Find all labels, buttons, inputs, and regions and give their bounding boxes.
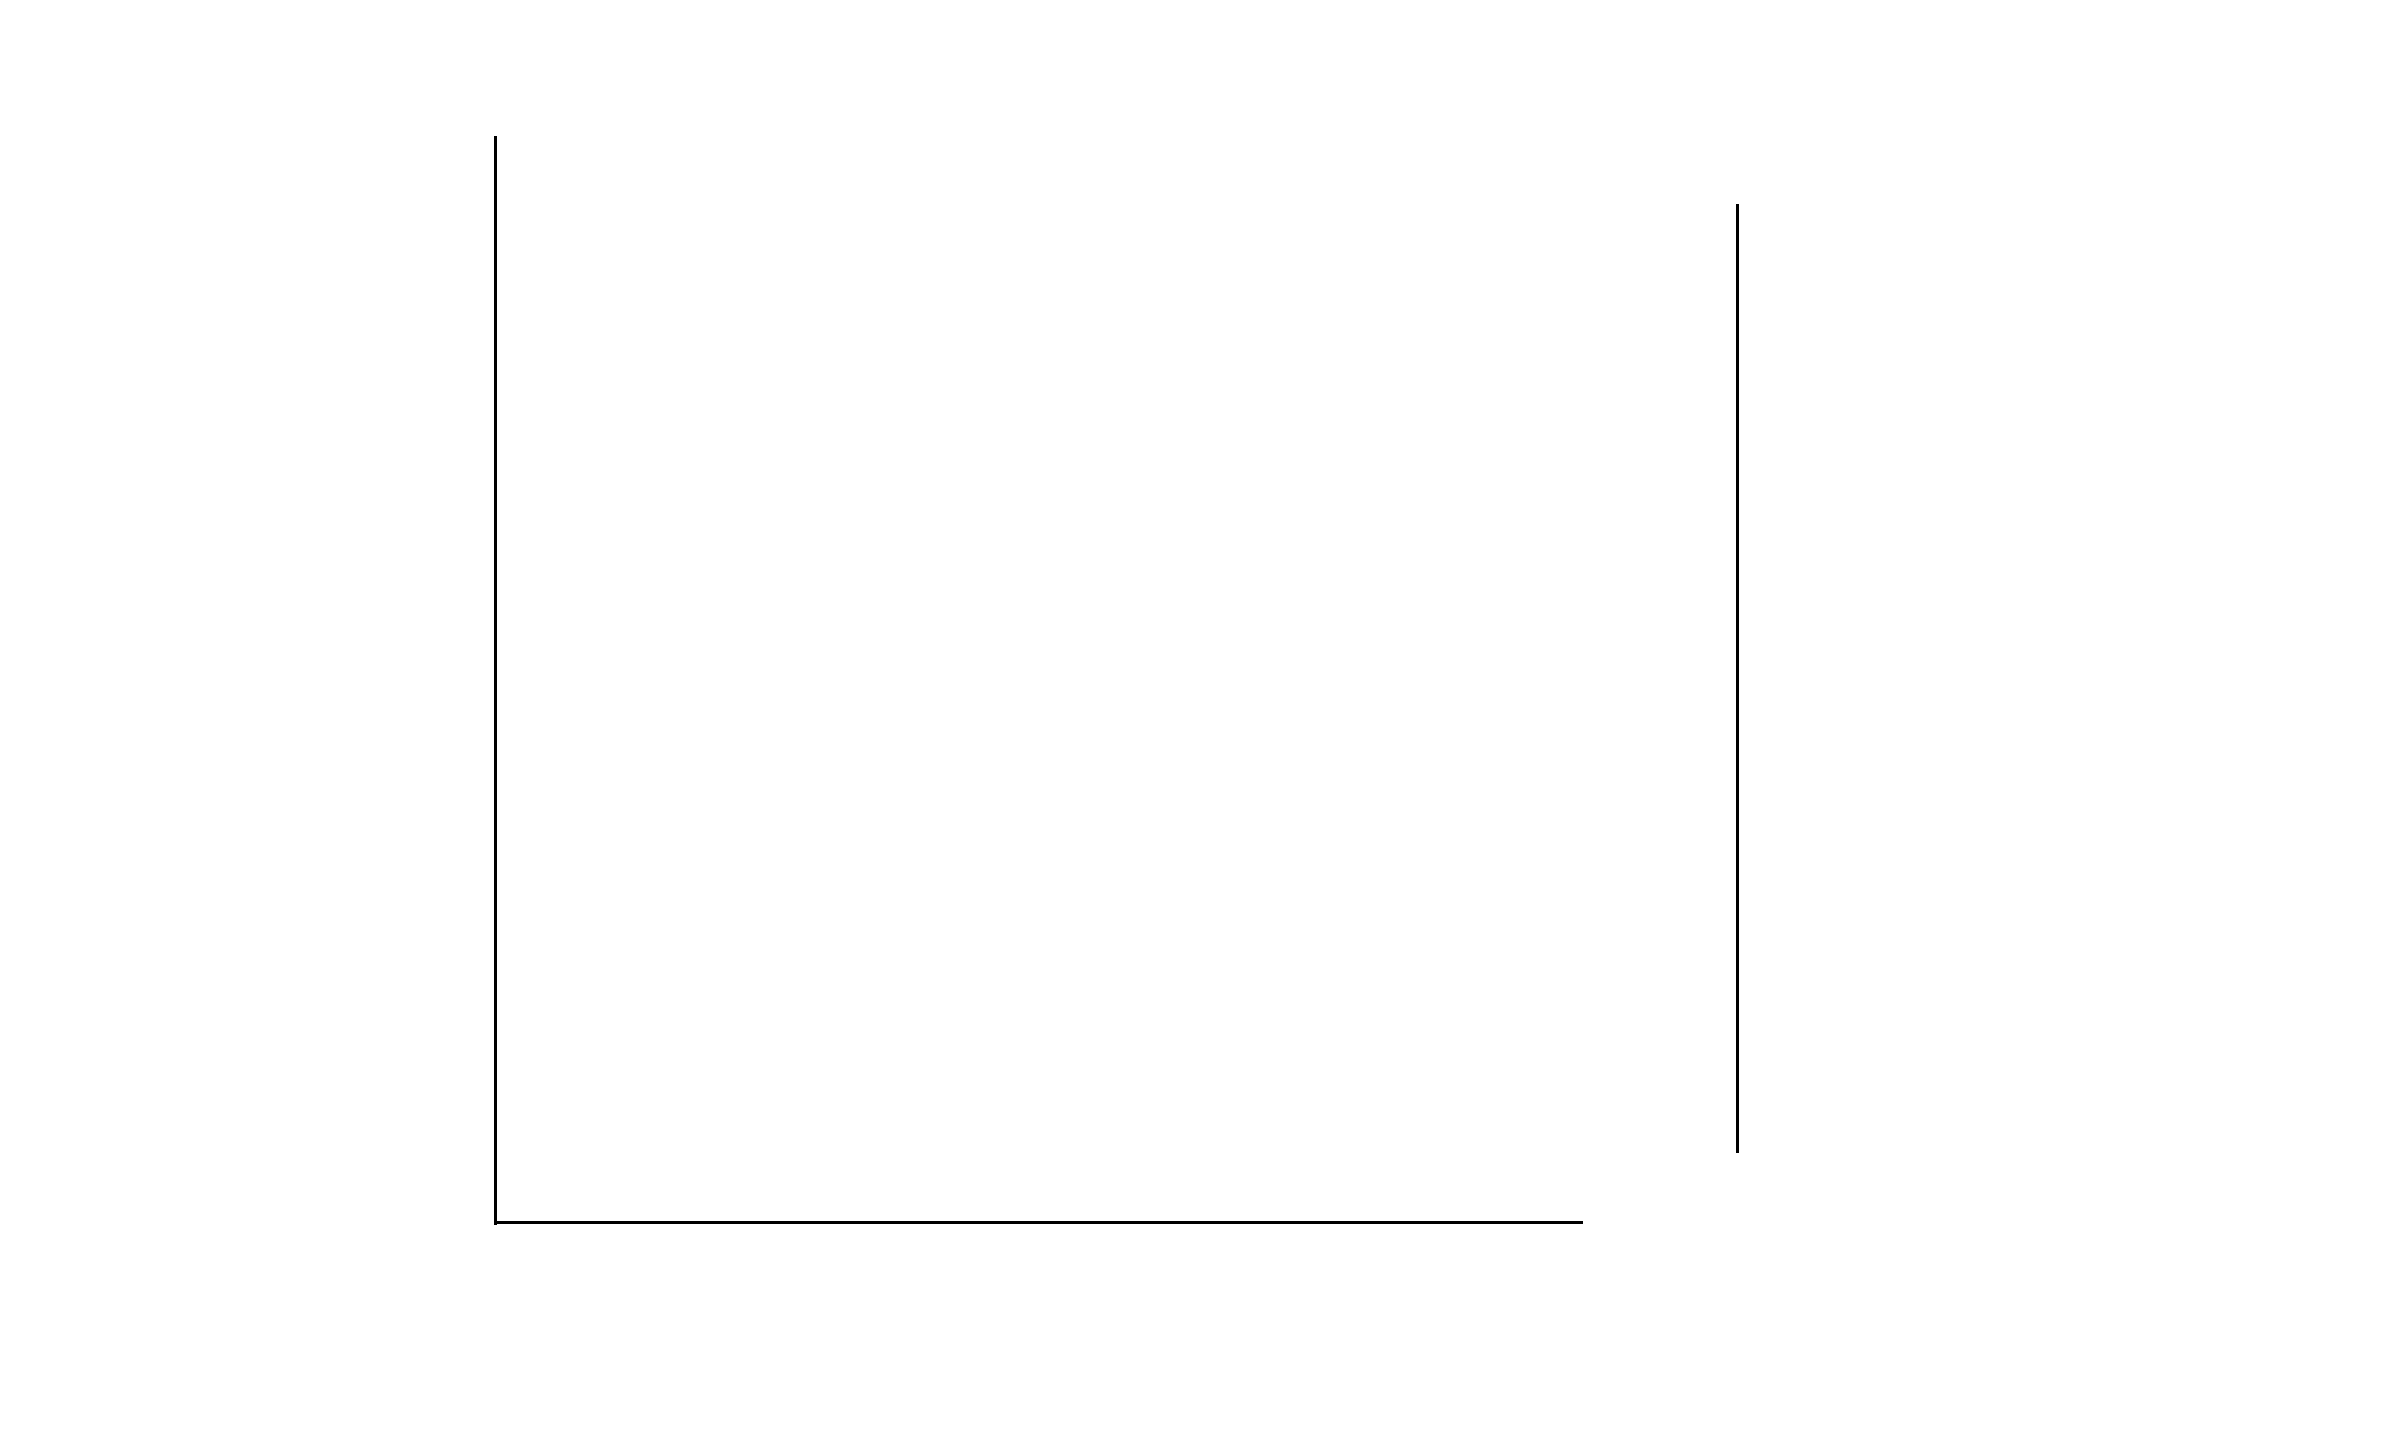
- colorbar: [1647, 205, 1737, 1152]
- x-axis-line: [494, 1221, 1583, 1224]
- y-axis-line: [494, 136, 497, 1225]
- density-grid: [496, 138, 1581, 1222]
- colorbar-axis-line: [1736, 204, 1739, 1153]
- heatmap-plot-area: [496, 138, 1581, 1222]
